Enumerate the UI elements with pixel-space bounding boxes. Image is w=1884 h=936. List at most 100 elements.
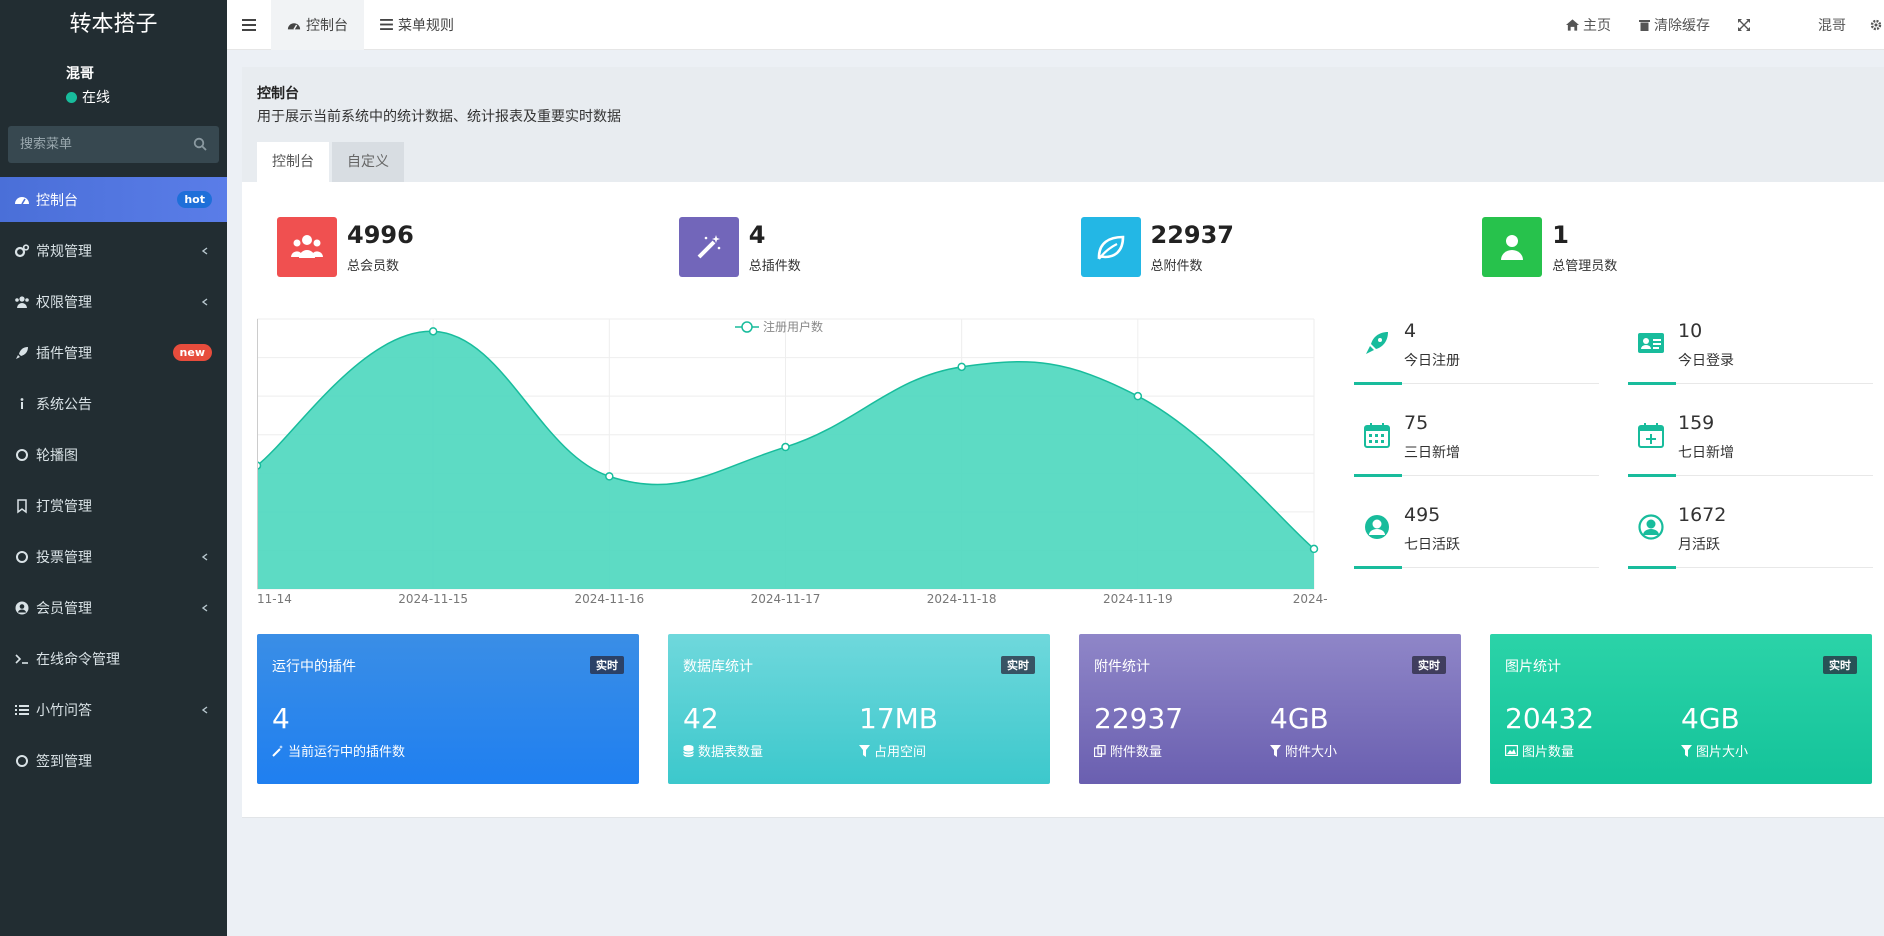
card-value: 42 <box>683 702 719 735</box>
mini-stat-value: 4 <box>1404 320 1417 342</box>
sidebar-item-label: 小竹问答 <box>36 702 92 719</box>
expand-icon <box>1738 19 1750 31</box>
sidebar-item-vote[interactable]: 投票管理 <box>0 534 227 579</box>
sidebar-item-general[interactable]: 常规管理 <box>0 228 227 273</box>
card-title: 图片统计 <box>1505 659 1561 675</box>
sidebar-item-reward[interactable]: 打赏管理 <box>0 483 227 528</box>
mini-stat-value: 495 <box>1404 504 1441 526</box>
circle-icon <box>16 448 28 461</box>
user-menu[interactable]: 混哥 <box>1778 0 1866 50</box>
user-name: 混哥 <box>66 66 94 82</box>
image-icon <box>1505 745 1518 756</box>
sidebar-item-plugins[interactable]: 插件管理 new <box>0 330 227 375</box>
sidebar-item-members[interactable]: 会员管理 <box>0 585 227 630</box>
x-tick-label: 2024-11-17 <box>751 592 821 606</box>
tab-label: 控制台 <box>306 17 348 34</box>
info-icon <box>20 397 24 409</box>
page-tabs: 控制台 自定义 <box>257 142 1869 183</box>
stat-row: 4996 总会员数 4 总插件数 22937 总附件数 <box>242 182 1884 277</box>
mini-stat-value: 75 <box>1404 412 1429 434</box>
card-col: 4GB 附件大小 <box>1270 702 1446 760</box>
mini-stat-bar <box>1354 566 1402 569</box>
user-icon <box>1501 235 1524 260</box>
stat-admins-label: 总管理员数 <box>1552 258 1618 274</box>
realtime-badge: 实时 <box>590 656 624 674</box>
user-circle-icon <box>15 601 29 614</box>
mini-stat-bar <box>1628 382 1676 385</box>
sidebar-item-dashboard[interactable]: 控制台 hot <box>0 177 227 222</box>
mini-stat-three-day-new: 75 三日新增 <box>1354 412 1599 477</box>
database-icon <box>683 744 694 757</box>
data-point[interactable] <box>1309 544 1319 554</box>
x-tick-label: 2024-11-18 <box>927 592 997 606</box>
chevron-left-icon <box>201 603 208 612</box>
settings-button[interactable] <box>1866 0 1884 50</box>
sidebar-item-permission[interactable]: 权限管理 <box>0 279 227 324</box>
topbar: 控制台 菜单规则 主页 清除缓存 混哥 <box>227 0 1884 50</box>
sidebar-item-carousel[interactable]: 轮播图 <box>0 432 227 477</box>
mini-stat-value: 10 <box>1678 320 1703 342</box>
sidebar-item-label: 插件管理 <box>36 345 92 362</box>
home-link[interactable]: 主页 <box>1552 0 1625 50</box>
clear-cache-label: 清除缓存 <box>1654 18 1710 34</box>
sidebar-item-checkin[interactable]: 签到管理 <box>0 738 227 783</box>
card-label-row: 图片数量 <box>1505 741 1681 760</box>
page-tab-custom[interactable]: 自定义 <box>332 142 404 183</box>
card-body: 4 当前运行中的插件数 <box>272 702 624 760</box>
users-icon <box>291 235 323 258</box>
group-icon <box>15 295 29 308</box>
tab-menu-rules[interactable]: 菜单规则 <box>364 0 470 50</box>
legend-marker <box>741 321 753 333</box>
sidebar-item-label: 会员管理 <box>36 600 92 617</box>
tab-dashboard[interactable]: 控制台 <box>271 0 364 50</box>
clear-cache-button[interactable]: 清除缓存 <box>1625 0 1724 50</box>
card-col: 17MB 占用空间 <box>859 702 1035 760</box>
mini-stat-bar <box>1628 474 1676 477</box>
sidebar-item-qa[interactable]: 小竹问答 <box>0 687 227 732</box>
data-point[interactable] <box>428 327 438 336</box>
chevron-left-icon <box>201 552 208 561</box>
user-status-label: 在线 <box>82 90 110 106</box>
card-title: 运行中的插件 <box>272 659 356 675</box>
mini-stat-label: 三日新增 <box>1404 445 1460 461</box>
stat-attachments-value: 22937 <box>1150 220 1235 249</box>
files-icon <box>1094 744 1106 757</box>
mini-stat-bar <box>1354 474 1402 477</box>
sidebar-item-label: 投票管理 <box>36 549 92 566</box>
data-point[interactable] <box>605 472 614 481</box>
series-area <box>257 331 1314 589</box>
mini-stat-value: 1672 <box>1678 504 1727 526</box>
x-tick-label: 2024-1 <box>1293 592 1327 606</box>
cogs-icon <box>14 243 30 257</box>
card-col: 42 数据表数量 <box>683 702 859 760</box>
card-label: 附件数量 <box>1110 745 1163 760</box>
card-label: 当前运行中的插件数 <box>288 745 406 760</box>
card-value: 20432 <box>1505 702 1595 735</box>
legend-label[interactable]: 注册用户数 <box>763 319 823 334</box>
data-point[interactable] <box>781 442 790 452</box>
x-tick-label: 2024-11-15 <box>398 592 468 606</box>
sidebar-item-announcement[interactable]: 系统公告 <box>0 381 227 426</box>
topbar-user-name: 混哥 <box>1818 18 1846 34</box>
card-col: 4 当前运行中的插件数 <box>272 702 462 760</box>
data-point[interactable] <box>1133 391 1143 401</box>
stat-members-value: 4996 <box>347 220 414 249</box>
sidebar-menu: 控制台 hot 常规管理 权限管理 插件管理 new 系统公告 轮播图 <box>0 177 227 783</box>
page-tab-dashboard[interactable]: 控制台 <box>257 142 329 183</box>
app-logo[interactable]: 转本搭子 <box>0 0 227 50</box>
card-label: 附件大小 <box>1285 745 1338 760</box>
stat-admins: 1 总管理员数 <box>1482 217 1884 277</box>
search-input[interactable] <box>8 126 219 163</box>
search-icon[interactable] <box>193 137 207 151</box>
circle-icon <box>16 754 28 767</box>
realtime-badge: 实时 <box>1412 656 1446 674</box>
mini-stat-seven-day-active: 495 七日活跃 <box>1354 504 1599 569</box>
sidebar-toggle-button[interactable] <box>227 0 271 50</box>
sidebar-item-command[interactable]: 在线命令管理 <box>0 636 227 681</box>
data-point[interactable] <box>957 362 966 372</box>
fullscreen-button[interactable] <box>1724 0 1778 50</box>
sidebar-item-label: 权限管理 <box>36 294 92 311</box>
gear-icon <box>1870 19 1882 31</box>
dashboard-icon <box>15 196 29 204</box>
card-value: 17MB <box>859 702 938 735</box>
